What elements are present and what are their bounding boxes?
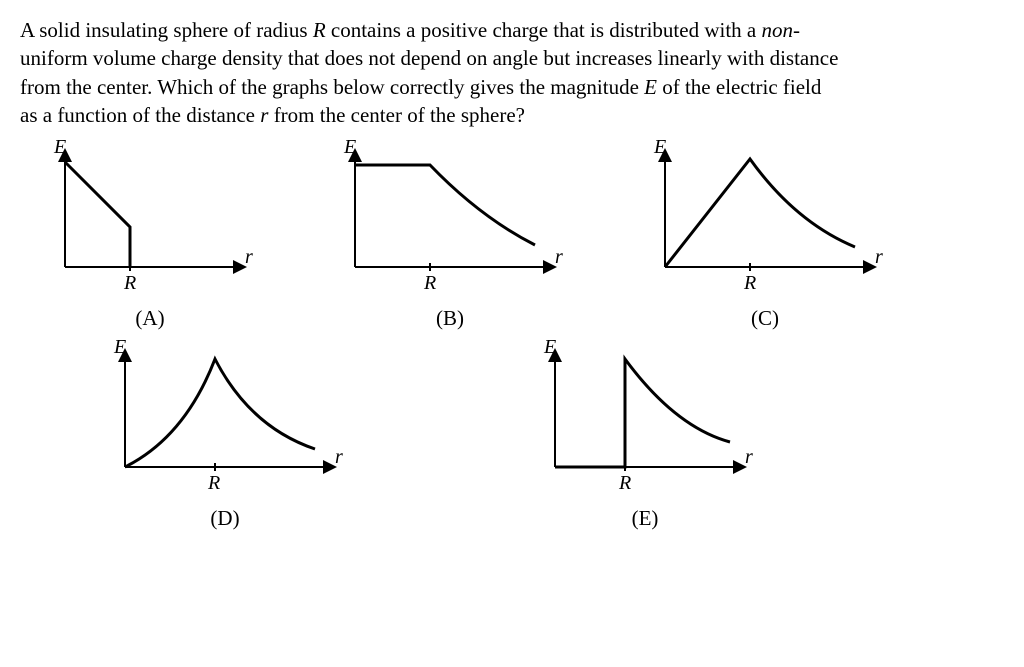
axis-label-r: r [555,246,563,268]
curve-B [355,165,535,245]
axis-label-E: E [343,137,356,158]
q-part: from the center. Which of the graphs bel… [20,75,644,99]
axis-label-r: r [745,446,753,468]
graph-D: E r R [100,337,350,502]
q-E: E [644,75,657,99]
axis-label-r: r [245,246,253,268]
choice-label-D: (D) [210,504,239,532]
axis-label-r: r [335,446,343,468]
figure-D: E r R (D) [100,337,350,532]
figure-E: E r R (E) [530,337,760,532]
graph-E: E r R [530,337,760,502]
tick-label-R: R [618,472,631,494]
q-part: uniform volume charge density that does … [20,46,838,70]
figure-row-2: E r R (D) E r R (E) [100,337,1004,532]
axis-label-E: E [653,137,666,158]
tick-label-R: R [207,472,220,494]
figure-A: E r R (A) [40,137,260,332]
tick-label-R: R [123,272,136,294]
figure-B: E r R (B) [330,137,570,332]
curve-E [555,359,730,467]
axis-label-r: r [875,246,883,268]
axis-label-E: E [53,137,66,158]
figure-row-1: E r R (A) E r R (B) [40,137,1004,332]
q-part: contains a positive charge that is distr… [326,18,762,42]
tick-label-R: R [743,272,756,294]
q-part: A solid insulating sphere of radius [20,18,313,42]
axis-label-E: E [113,337,126,358]
q-non: non- [762,18,801,42]
curve-C [665,159,855,267]
q-part: as a function of the distance [20,103,260,127]
choice-label-E: (E) [632,504,659,532]
q-part: of the electric field [657,75,821,99]
curve-D [125,359,315,467]
choice-label-C: (C) [751,304,779,332]
axis-label-E: E [543,337,556,358]
question-text: A solid insulating sphere of radius R co… [20,16,1004,129]
choice-label-B: (B) [436,304,464,332]
graph-A: E r R [40,137,260,302]
curve-A [65,162,130,267]
graph-B: E r R [330,137,570,302]
q-part: from the center of the sphere? [268,103,525,127]
figure-C: E r R (C) [640,137,890,332]
tick-label-R: R [423,272,436,294]
q-R: R [313,18,326,42]
choice-label-A: (A) [135,304,164,332]
graph-C: E r R [640,137,890,302]
